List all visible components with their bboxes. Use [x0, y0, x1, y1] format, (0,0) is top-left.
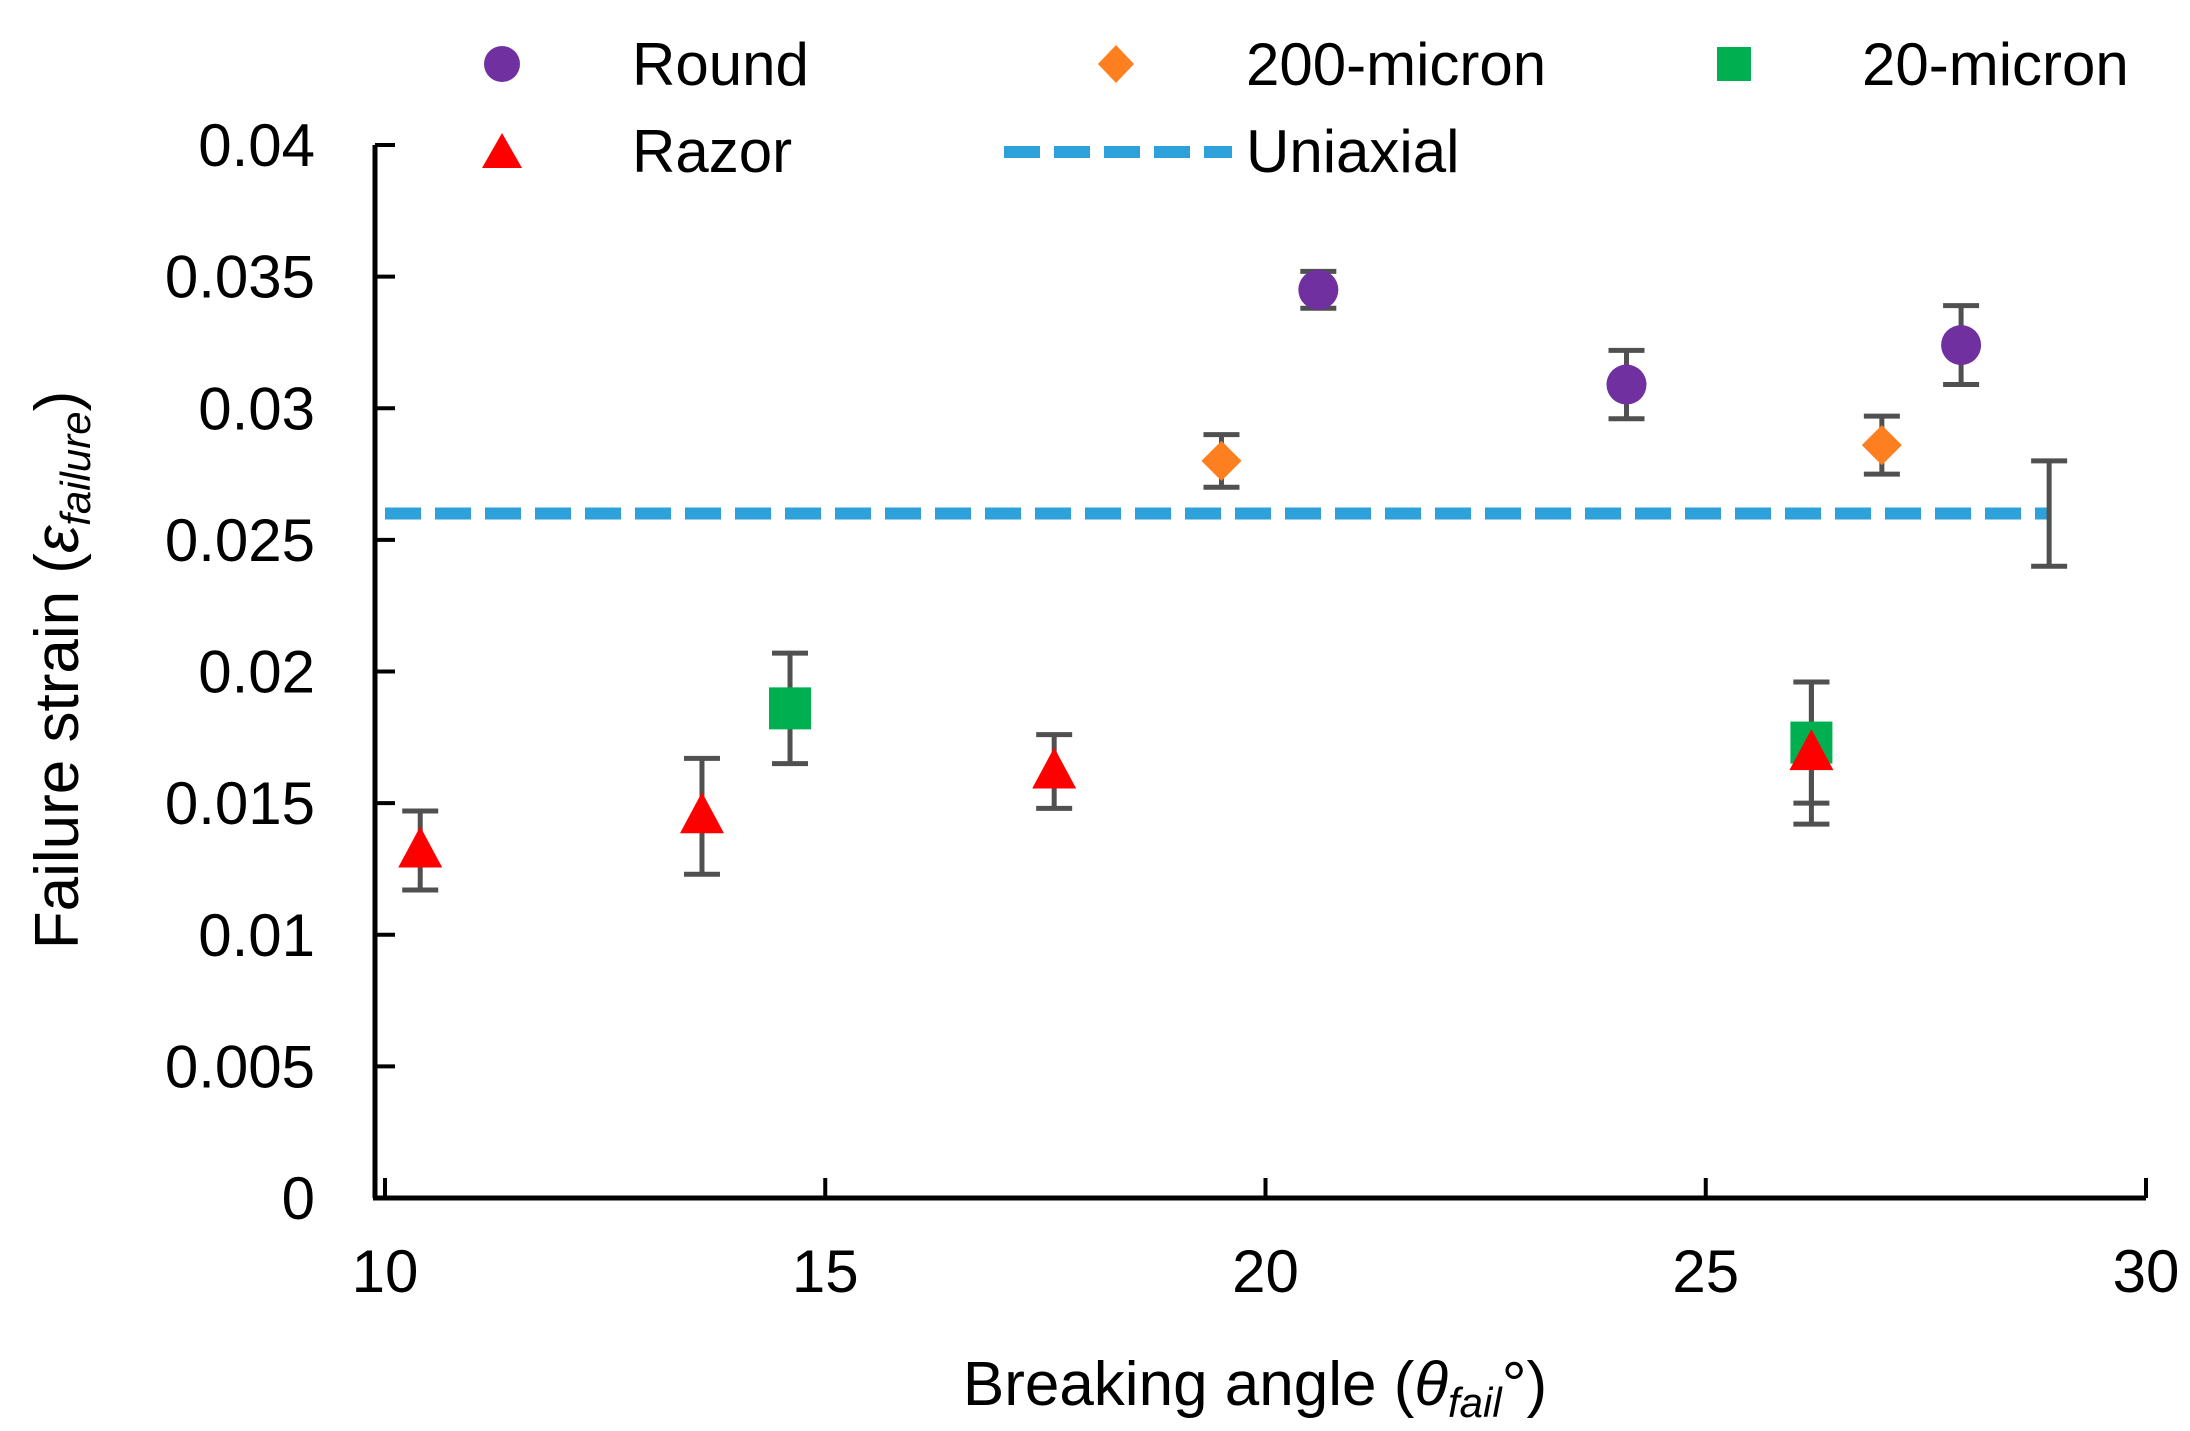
x-tick-label: 20: [1232, 1238, 1299, 1305]
data-point-round: [1298, 269, 1339, 310]
x-tick-label: 15: [792, 1238, 859, 1305]
legend-marker-round: [484, 46, 520, 82]
y-tick-label: 0.035: [165, 244, 315, 311]
legend-item-razor: Razor: [482, 118, 792, 185]
legend-label-200-micron: 200-micron: [1246, 31, 1546, 98]
legend-item-200-micron: 200-micron: [1098, 31, 1546, 98]
y-axis-title: Failure strain (εfailure): [23, 391, 99, 950]
y-tick-label: 0.04: [198, 112, 315, 179]
axes: [372, 143, 2148, 1201]
data-point-200-micron: [1861, 425, 1902, 466]
legend-label-uniaxial: Uniaxial: [1246, 118, 1459, 185]
data-point-200-micron: [1201, 440, 1242, 481]
y-tick-label: 0: [282, 1165, 315, 1232]
data-point-razor: [679, 792, 724, 834]
x-tick-label: 10: [352, 1238, 419, 1305]
data-point-razor: [398, 826, 443, 868]
legend-item-20-micron: 20-micron: [1717, 31, 2129, 98]
x-axis-title: Breaking angle (θfail°): [963, 1350, 1547, 1426]
data-point-20-micron: [769, 687, 812, 730]
y-tick-label: 0.03: [198, 375, 315, 442]
data-point-round: [1941, 325, 1982, 366]
legend-marker-20-micron: [1717, 47, 1751, 81]
legend-item-uniaxial: Uniaxial: [1004, 118, 1459, 185]
data-point-razor: [1032, 747, 1077, 789]
tick-labels: 0 0.005 0.01 0.015 0.02 0.025 0.03 0.035 0.04 10 1…: [165, 112, 2180, 1305]
y-tick-label: 0.02: [198, 639, 315, 706]
y-tick-label: 0.025: [165, 507, 315, 574]
legend-marker-razor: [482, 133, 522, 168]
x-tick-label: 30: [2113, 1238, 2180, 1305]
data-point-round: [1606, 364, 1647, 405]
y-tick-label: 0.005: [165, 1033, 315, 1100]
legend-item-round: Round: [484, 31, 809, 98]
y-tick-label: 0.015: [165, 770, 315, 837]
y-tick-label: 0.01: [198, 902, 315, 969]
legend-label-razor: Razor: [632, 118, 792, 185]
legend-label-20-micron: 20-micron: [1862, 31, 2129, 98]
data-point-razor: [1789, 729, 1834, 771]
legend-label-round: Round: [632, 31, 809, 98]
legend-marker-200-micron: [1098, 45, 1134, 83]
plot-area: [385, 268, 2068, 893]
legend: Round 200-micron 20-micron Razor Uniaxia…: [482, 31, 2129, 185]
x-tick-label: 25: [1672, 1238, 1739, 1305]
